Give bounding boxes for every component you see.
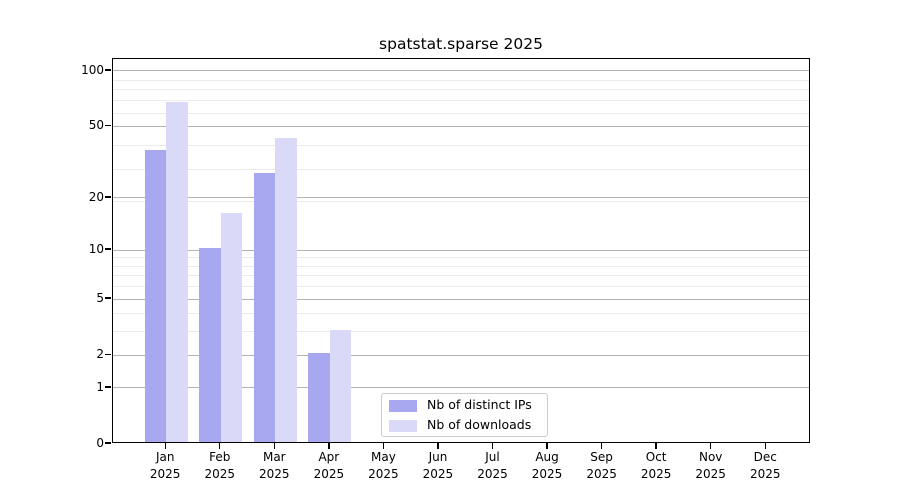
bar-distinct-ips bbox=[308, 353, 330, 442]
y-tick bbox=[105, 442, 111, 444]
x-tick bbox=[382, 443, 385, 449]
gridline-major bbox=[113, 387, 809, 389]
x-tick bbox=[437, 443, 439, 449]
y-tick-label: 20 bbox=[88, 189, 104, 204]
x-tick-label: Feb 2025 bbox=[204, 450, 236, 481]
bar-distinct-ips bbox=[144, 150, 167, 442]
y-tick-label: 0 bbox=[96, 436, 104, 450]
y-tick-label: 1 bbox=[96, 379, 104, 394]
y-tick-label: 10 bbox=[88, 242, 104, 257]
x-tick bbox=[546, 443, 548, 449]
legend-swatch-icon bbox=[389, 420, 417, 432]
y-tick-label: 2 bbox=[96, 347, 104, 362]
gridline-minor bbox=[113, 201, 809, 203]
plot-area: Nb of distinct IPs Nb of downloads bbox=[112, 58, 810, 443]
x-tick bbox=[600, 443, 603, 449]
x-tick-label: Mar 2025 bbox=[259, 450, 290, 481]
legend-label: Nb of downloads bbox=[427, 417, 532, 432]
legend: Nb of distinct IPs Nb of downloads bbox=[381, 393, 548, 437]
gridline-major bbox=[113, 354, 809, 356]
gridline-minor bbox=[113, 257, 809, 259]
y-tick bbox=[105, 69, 111, 71]
gridline-minor bbox=[113, 79, 809, 81]
gridline-major bbox=[113, 70, 809, 72]
x-tick-label: Oct 2025 bbox=[640, 450, 672, 481]
legend-label: Nb of distinct IPs bbox=[427, 397, 532, 412]
x-tick bbox=[328, 443, 330, 449]
gridline-minor bbox=[113, 331, 809, 333]
legend-item: Nb of downloads bbox=[382, 416, 547, 436]
gridline-minor bbox=[113, 168, 809, 170]
gridline-minor bbox=[113, 313, 809, 315]
bar-downloads bbox=[275, 138, 297, 442]
x-tick-label: May 2025 bbox=[368, 450, 399, 481]
gridline-minor bbox=[113, 100, 809, 102]
x-tick-label: Jul 2025 bbox=[477, 450, 508, 481]
bar-distinct-ips bbox=[199, 248, 221, 442]
x-tick-label: Sep 2025 bbox=[586, 450, 617, 481]
gridline-minor bbox=[113, 89, 809, 91]
x-tick-label: Jan 2025 bbox=[149, 450, 181, 481]
gridline-minor bbox=[113, 275, 809, 277]
y-tick-label: 50 bbox=[88, 118, 104, 133]
y-tick bbox=[105, 124, 111, 126]
gridline-major bbox=[113, 298, 809, 300]
x-tick bbox=[491, 443, 494, 449]
gridline-minor bbox=[113, 112, 809, 114]
bar-downloads bbox=[329, 330, 352, 442]
gridline-major bbox=[113, 125, 809, 127]
y-tick-label: 5 bbox=[96, 291, 104, 306]
legend-swatch-icon bbox=[389, 400, 417, 412]
x-tick bbox=[164, 443, 166, 449]
x-tick-label: Apr 2025 bbox=[313, 450, 345, 481]
bar-distinct-ips bbox=[253, 172, 276, 442]
bar-downloads bbox=[166, 102, 188, 442]
x-tick-label: Nov 2025 bbox=[695, 450, 726, 481]
y-tick bbox=[105, 297, 111, 299]
gridline-minor bbox=[113, 145, 809, 147]
x-tick-label: Aug 2025 bbox=[531, 450, 563, 481]
y-tick bbox=[105, 386, 111, 388]
x-tick bbox=[219, 443, 221, 449]
gridline-minor bbox=[113, 265, 809, 267]
x-tick bbox=[710, 443, 712, 449]
gridline-major bbox=[113, 197, 809, 199]
x-tick bbox=[273, 443, 275, 449]
legend-item: Nb of distinct IPs bbox=[382, 396, 547, 416]
gridline-major bbox=[113, 249, 809, 251]
gridline-minor bbox=[113, 286, 809, 288]
x-tick-label: Dec 2025 bbox=[749, 450, 781, 481]
y-tick bbox=[105, 353, 111, 355]
y-tick-label: 100 bbox=[81, 62, 104, 77]
x-tick bbox=[655, 443, 657, 449]
chart-title: spatstat.sparse 2025 bbox=[379, 35, 543, 53]
bar-downloads bbox=[220, 213, 243, 442]
x-tick-label: Jun 2025 bbox=[422, 450, 454, 481]
y-tick bbox=[105, 248, 111, 250]
x-tick bbox=[764, 443, 766, 449]
y-tick bbox=[105, 196, 111, 198]
